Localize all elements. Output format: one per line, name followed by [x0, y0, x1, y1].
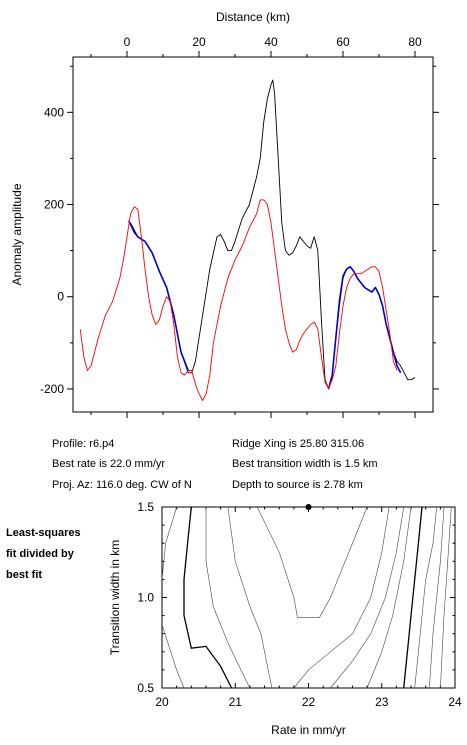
profile-series-line-1: [128, 220, 189, 371]
contour-line-9: [366, 506, 412, 689]
rate-tick-label: 24: [448, 695, 462, 709]
rate-tick-label: 23: [375, 695, 389, 709]
y-tick-label: 0: [57, 290, 64, 304]
y-tick-label: 400: [44, 105, 64, 119]
contour-line-4: [205, 507, 251, 689]
profile-plot: 0 20 40 60 80 400 200 0 -200 Distance (km) Anoma…: [10, 10, 439, 418]
contour-line-7: [293, 506, 390, 689]
side-note-line: Least-squares: [6, 527, 81, 539]
contour-axis-ticks: 20 21 22 23 24 1.5 1.0 0.5: [137, 500, 462, 709]
best-rate: Best rate is 22.0 mm/yr: [52, 458, 166, 470]
contour-line-1: [403, 506, 423, 689]
y-axis-label: Anomaly amplitude: [10, 183, 24, 285]
contour-line-5: [227, 506, 273, 689]
rate-tick-label: 22: [302, 695, 316, 709]
width-tick-label: 0.5: [137, 681, 154, 695]
rate-tick-label: 20: [155, 695, 169, 709]
x-tick-label: 20: [192, 35, 206, 49]
contour-line-11: [429, 506, 445, 689]
x-axis-label: Distance (km): [216, 10, 290, 24]
x-tick-label: 40: [264, 35, 278, 49]
rate-tick-label: 21: [229, 695, 243, 709]
contour-line-2: [161, 506, 177, 580]
side-note-line: best fit: [6, 569, 43, 581]
best-fit-marker: [305, 504, 312, 510]
best-transition-width: Best transition width is 1.5 km: [232, 458, 378, 470]
profile-series-line-3: [79, 199, 398, 401]
contour-line-0: [183, 506, 233, 689]
contour-line-12: [440, 506, 452, 689]
width-tick-label: 1.0: [137, 591, 154, 605]
width-tick-label: 1.5: [137, 500, 154, 514]
contour-lines: [161, 506, 452, 689]
x-tick-label: 80: [408, 35, 422, 49]
contour-line-8: [330, 506, 404, 689]
x-tick-label: 60: [336, 35, 350, 49]
profile-name: Profile: r6.p4: [52, 438, 115, 450]
profile-series-line-2: [327, 265, 402, 390]
depth-to-source: Depth to source is 2.78 km: [232, 479, 363, 491]
projection-azimuth: Proj. Az: 116.0 deg. CW of N: [52, 479, 192, 491]
transition-width-axis-label: Transition width in km: [108, 540, 122, 656]
side-note: Least-squares fit divided by best fit: [6, 523, 81, 586]
side-note-line: fit divided by: [6, 548, 74, 560]
contour-line-6: [256, 506, 368, 618]
contour-line-10: [414, 506, 437, 689]
y-tick-label: 200: [44, 198, 64, 212]
y-tick-label: -200: [40, 382, 64, 396]
profile-series: [79, 79, 416, 401]
ridge-crossing: Ridge Xing is 25.80 315.06: [232, 438, 365, 450]
rate-axis-label: Rate in mm/yr: [271, 723, 346, 737]
misfit-contour-plot: 20 21 22 23 24 1.5 1.0 0.5 Rate in mm/yr Transi…: [108, 500, 462, 737]
x-tick-label: 0: [124, 35, 131, 49]
contour-line-3: [161, 624, 185, 689]
profile-axis-ticks: 0 20 40 60 80 400 200 0 -200: [40, 35, 439, 418]
profile-plot-frame: [72, 56, 434, 413]
